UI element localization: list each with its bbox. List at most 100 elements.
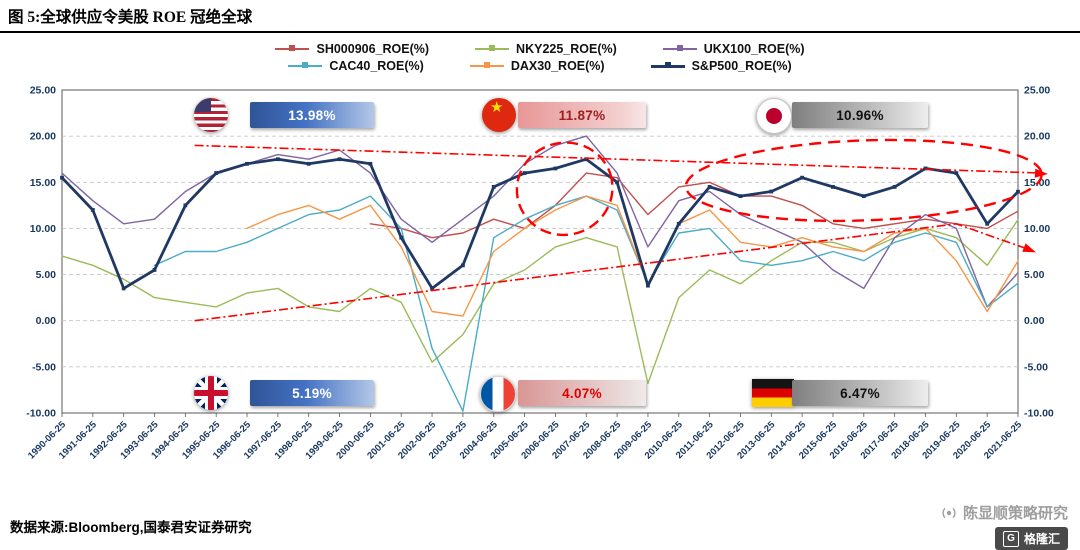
legend-line-sample (662, 45, 697, 53)
series-marker (90, 208, 95, 212)
uk-flag-icon (194, 376, 228, 410)
series-marker (954, 171, 959, 175)
footer: 数据来源:Bloomberg,国泰君安证券研究 陈显顺策略研究 G 格隆汇 (0, 498, 1080, 550)
y-axis-label-left: 5.00 (36, 269, 57, 281)
figure-header: 图 5:全球供应令美股 ROE 冠绝全球 (0, 0, 1080, 33)
france-roe-badge: 4.07% (518, 380, 646, 406)
y-axis-label-right: 5.00 (1024, 269, 1045, 281)
y-axis-label-right: 0.00 (1024, 315, 1045, 327)
series-marker (275, 157, 280, 162)
uk-roe-value: 5.19% (292, 385, 332, 401)
usa-flag-icon (194, 98, 228, 132)
legend-item-ukx100-roe[interactable]: UKX100_ROE(%) (662, 42, 805, 56)
y-axis-label-left: -10.00 (26, 408, 56, 420)
series-marker (214, 171, 219, 175)
japan-flag-sun (766, 108, 782, 124)
gelonghui-logo-text: 格隆汇 (1023, 532, 1060, 546)
legend-label: SH000906_ROE(%) (316, 42, 430, 56)
legend-row-1: SH000906_ROE(%) NKY225_ROE(%) UKX100_ROE(%… (0, 42, 1080, 56)
legend-line-sample (475, 45, 510, 53)
gelonghui-logo-glyph: G (1002, 530, 1019, 547)
legend-label: UKX100_ROE(%) (703, 42, 805, 56)
trend-arrow-icon (1022, 243, 1036, 253)
legend-item-s-p500-roe[interactable]: S&P500_ROE(%) (650, 59, 792, 73)
series-marker (738, 194, 743, 199)
china-roe-value: 11.87% (558, 107, 606, 123)
wechat-account-name: 陈显顺策略研究 (962, 505, 1068, 522)
legend-item-dax30-roe[interactable]: DAX30_ROE(%) (469, 59, 605, 73)
series-marker (646, 283, 650, 288)
series-marker (522, 171, 527, 175)
series-marker (923, 166, 928, 171)
y-axis-label-left: 15.00 (30, 177, 56, 189)
series-marker (615, 180, 619, 185)
series-line-nky225-roe (61, 218, 1019, 385)
legend-line-sample (275, 45, 310, 53)
uk-roe-badge: 5.19% (250, 380, 374, 406)
legend-marker (483, 62, 490, 68)
germany-roe-badge: 6.47% (792, 380, 928, 406)
y-axis-label-right: -10.00 (1024, 408, 1054, 420)
plot-border (61, 89, 1019, 414)
legend-item-cac40-roe[interactable]: CAC40_ROE(%) (288, 59, 424, 73)
series-marker (430, 286, 434, 291)
y-axis-label-left: -5.00 (32, 361, 56, 373)
series-marker (461, 263, 465, 268)
chart-legend: SH000906_ROE(%) NKY225_ROE(%) UKX100_ROE(%… (0, 33, 1080, 78)
legend-marker (289, 45, 296, 51)
y-axis-label-left: 25.00 (30, 85, 56, 97)
y-axis-label-right: 20.00 (1024, 131, 1050, 143)
japan-roe-badge: 10.96% (792, 102, 928, 128)
gelonghui-logo: G 格隆汇 (994, 527, 1068, 550)
legend-item-nky225-roe[interactable]: NKY225_ROE(%) (475, 42, 617, 56)
broadcast-icon (942, 507, 956, 518)
series-marker (1016, 189, 1020, 194)
germany-roe-value: 6.47% (840, 385, 880, 401)
y-axis-label-left: 20.00 (30, 131, 56, 143)
series-marker (152, 268, 157, 272)
series-marker (676, 221, 681, 226)
legend-line-sample (650, 62, 685, 70)
series-marker (121, 286, 126, 291)
series-marker (183, 203, 188, 208)
series-marker (60, 175, 64, 180)
emphasis-ellipse-small (515, 141, 614, 237)
series-marker (491, 185, 496, 189)
usa-roe-value: 13.98% (288, 107, 336, 123)
series-marker (245, 161, 249, 166)
legend-label: S&P500_ROE(%) (691, 59, 792, 73)
upper-trend-line (194, 144, 1043, 174)
y-axis-label-left: 0.00 (36, 315, 57, 327)
series-marker (306, 161, 311, 166)
legend-line-sample (469, 62, 504, 70)
china-flag-star: ★ (490, 99, 504, 116)
legend-marker (664, 62, 671, 68)
legend-marker (489, 45, 496, 51)
usa-flag-canton (194, 98, 211, 112)
series-marker (368, 161, 373, 166)
legend-row-2: CAC40_ROE(%) DAX30_ROE(%) S&P500_ROE(%) (0, 59, 1080, 73)
legend-marker (302, 62, 309, 68)
series-marker (337, 157, 342, 162)
y-axis-label-right: 25.00 (1024, 85, 1050, 97)
roe-chart-area: 25.00 25.00 20.00 20.00 15.00 15.00 10.00 10.00… (0, 78, 1080, 498)
trend-arrow-icon (1034, 168, 1048, 178)
series-marker (800, 175, 805, 180)
legend-item-sh000906-roe[interactable]: SH000906_ROE(%) (275, 42, 429, 56)
legend-label: CAC40_ROE(%) (329, 59, 424, 73)
watermark-block: 陈显顺策略研究 G 格隆汇 (941, 502, 1068, 550)
legend-line-sample (288, 62, 323, 70)
series-marker (707, 185, 712, 189)
series-marker (553, 166, 558, 171)
france-roe-value: 4.07% (562, 385, 602, 401)
series-marker (831, 185, 835, 189)
data-source-note: 数据来源:Bloomberg,国泰君安证券研究 (10, 520, 252, 535)
series-marker (584, 157, 589, 162)
series-marker (985, 221, 990, 226)
figure-title: 图 5:全球供应令美股 ROE 冠绝全球 (8, 9, 253, 26)
china-roe-badge: 11.87% (518, 102, 646, 128)
japan-flag-icon (756, 98, 792, 134)
series-marker (861, 194, 866, 199)
y-axis-label-left: 10.00 (30, 223, 56, 235)
